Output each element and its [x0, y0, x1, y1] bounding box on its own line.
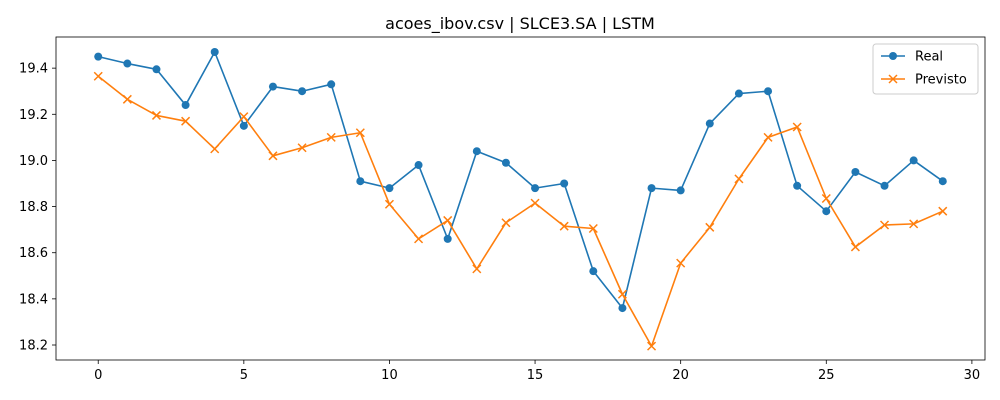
data-point: [647, 341, 657, 351]
data-point: [385, 184, 394, 193]
legend-item-previsto: Previsto: [881, 73, 967, 88]
data-point: [181, 116, 191, 126]
data-point: [559, 221, 569, 231]
legend: Real Previsto: [872, 43, 979, 95]
series-previsto: [93, 71, 948, 351]
data-point: [268, 82, 277, 91]
data-point: [152, 65, 161, 74]
data-point: [501, 218, 511, 228]
data-point: [530, 198, 540, 208]
data-point: [356, 177, 365, 186]
legend-marker: [889, 52, 897, 60]
data-point: [617, 289, 627, 299]
data-point: [705, 119, 714, 128]
data-point: [327, 80, 336, 89]
data-point: [414, 234, 424, 244]
data-point: [909, 156, 918, 165]
data-point: [298, 87, 307, 96]
x-tick-label: 25: [818, 368, 835, 383]
data-point: [618, 304, 627, 313]
data-point: [123, 59, 132, 68]
data-point: [909, 219, 919, 229]
y-tick-label: 19.4: [19, 62, 48, 77]
y-tick-label: 18.6: [19, 246, 48, 261]
data-point: [938, 177, 947, 186]
series-real: [94, 47, 947, 313]
data-point: [239, 112, 249, 122]
series-line: [97, 75, 944, 347]
data-point: [414, 161, 423, 170]
plot-frame: [55, 36, 986, 361]
data-point: [879, 220, 890, 230]
data-point: [589, 267, 598, 276]
data-point: [851, 167, 860, 176]
data-point: [472, 147, 481, 156]
data-point: [122, 94, 132, 104]
data-point: [384, 199, 394, 209]
data-point: [792, 122, 802, 132]
data-point: [676, 258, 686, 268]
y-tick-label: 18.8: [19, 200, 48, 215]
data-point: [793, 181, 802, 190]
data-point: [151, 110, 162, 120]
data-point: [501, 158, 510, 167]
legend-label: Real: [915, 50, 943, 65]
data-point: [268, 151, 278, 161]
data-point: [880, 181, 889, 190]
chart-title: acoes_ibov.csv | SLCE3.SA | LSTM: [385, 14, 655, 34]
data-point: [93, 71, 103, 81]
axes: 0 5 10 15 20 25 30 18.2 18.4 18.6 18.8 19.0 19.2 19.4: [19, 36, 986, 383]
data-point: [588, 223, 598, 234]
data-point: [531, 184, 540, 193]
legend-marker: [888, 74, 898, 84]
data-point: [764, 87, 773, 96]
data-point: [676, 186, 685, 195]
data-point: [938, 206, 948, 216]
x-tick-label: 5: [240, 368, 248, 383]
data-point: [821, 193, 831, 204]
data-point: [734, 89, 743, 98]
plot-area: [93, 47, 948, 351]
y-tick-label: 19.0: [19, 154, 48, 169]
data-point: [210, 144, 220, 154]
y-tick-label: 19.2: [19, 108, 48, 123]
data-point: [647, 184, 656, 193]
data-point: [763, 132, 773, 142]
legend-item-real: Real: [881, 50, 943, 65]
data-point: [705, 222, 715, 232]
data-point: [734, 174, 744, 184]
data-point: [850, 242, 860, 252]
data-point: [239, 121, 248, 130]
data-point: [560, 179, 569, 188]
data-point: [297, 143, 307, 153]
data-point: [472, 264, 482, 274]
data-point: [443, 234, 452, 243]
legend-label: Previsto: [915, 73, 967, 88]
y-tick-label: 18.2: [19, 339, 48, 354]
y-tick-label: 18.4: [19, 292, 48, 307]
x-tick-label: 0: [94, 368, 102, 383]
data-point: [210, 47, 219, 56]
x-tick-label: 30: [964, 368, 981, 383]
x-tick-label: 15: [527, 368, 544, 383]
data-point: [822, 207, 831, 216]
x-tick-label: 10: [381, 368, 398, 383]
data-point: [355, 128, 365, 138]
data-point: [94, 52, 103, 61]
data-point: [181, 101, 190, 110]
series-line: [98, 51, 944, 309]
data-point: [326, 132, 336, 142]
x-tick-label: 20: [672, 368, 689, 383]
data-point: [443, 215, 453, 225]
